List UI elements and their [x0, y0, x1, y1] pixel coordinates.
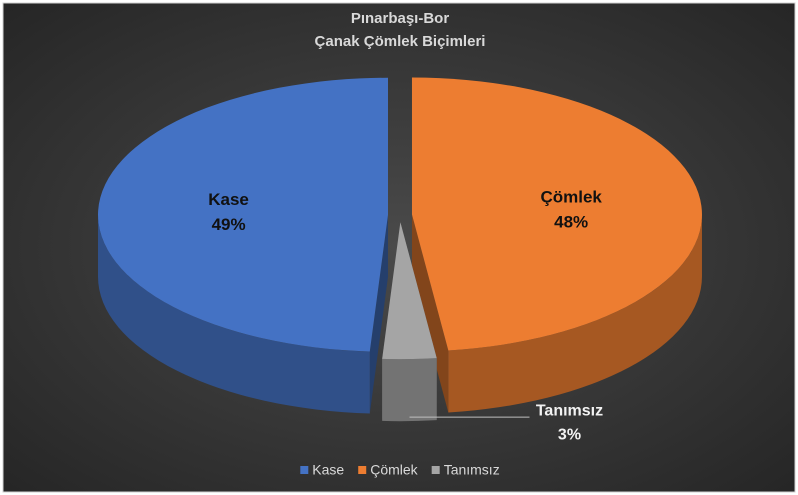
legend-label: Tanımsız [444, 462, 500, 478]
legend-swatch [358, 466, 367, 474]
data-label-name: Kase [208, 190, 249, 209]
slice [411, 77, 702, 351]
data-label: 49% [212, 215, 246, 234]
slice-wall [448, 214, 702, 413]
slice-wall [382, 358, 437, 422]
slice-side [411, 214, 449, 413]
legend-swatch [300, 466, 309, 474]
legend: Kase Çömlek Tanımsız [300, 462, 500, 478]
slice-side [369, 214, 389, 414]
slice-wall [98, 214, 370, 414]
chart-title: Pınarbaşı-Bor [351, 10, 450, 27]
data-label-name: Tanımsız [536, 402, 603, 419]
pie-tops [98, 77, 702, 360]
legend-label: Çömlek [370, 462, 418, 478]
data-label: 48% [554, 212, 588, 231]
slice [382, 222, 437, 360]
data-label-name: Çömlek [540, 187, 602, 206]
legend-label: Kase [312, 462, 344, 478]
chart-title: Çanak Çömlek Biçimleri [315, 33, 486, 50]
slice [98, 77, 389, 352]
legend-swatch [431, 466, 440, 474]
data-label: 3% [558, 426, 581, 443]
